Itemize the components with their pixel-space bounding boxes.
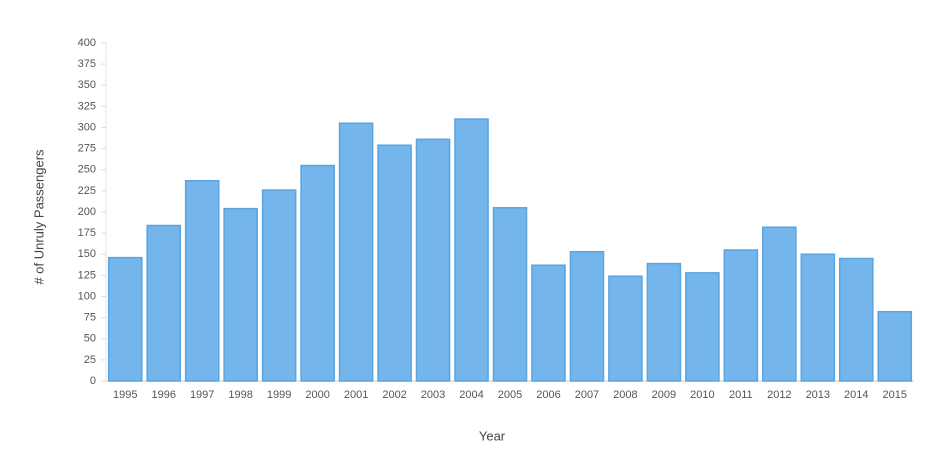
bar [261, 189, 297, 382]
bar [146, 224, 182, 382]
x-tick-label: 2000 [305, 389, 329, 401]
x-tick-label: 2014 [844, 389, 868, 401]
bar [608, 275, 643, 382]
bar [300, 164, 335, 382]
y-tick-label: 275 [78, 143, 96, 155]
x-tick-label: 1998 [228, 389, 252, 401]
x-tick-label: 2006 [536, 389, 560, 401]
bar [838, 257, 874, 382]
x-tick-label: 2002 [382, 389, 406, 401]
y-tick-label: 250 [78, 164, 96, 176]
y-tick-label: 225 [78, 185, 96, 197]
bar [723, 249, 759, 382]
x-axis-title: Year [479, 428, 506, 443]
bar [877, 310, 913, 382]
x-tick-label: 2012 [767, 389, 791, 401]
bar [377, 144, 412, 382]
x-tick-label: 2009 [652, 389, 676, 401]
bar [338, 122, 374, 382]
y-tick-label: 400 [78, 37, 96, 49]
bar [454, 118, 489, 382]
y-tick-label: 0 [90, 375, 96, 387]
x-tick-label: 2015 [883, 389, 907, 401]
x-tick-label: 1995 [113, 389, 137, 401]
y-tick-label: 175 [78, 227, 96, 239]
x-tick-label: 2005 [498, 389, 522, 401]
y-tick-label: 75 [84, 312, 96, 324]
bar [800, 253, 836, 382]
y-tick-label: 50 [84, 333, 96, 345]
bar [762, 226, 797, 382]
x-tick-label: 2004 [459, 389, 483, 401]
x-tick-label: 2001 [344, 389, 368, 401]
bar [184, 179, 220, 382]
y-tick-label: 375 [78, 58, 96, 70]
x-tick-label: 2008 [613, 389, 637, 401]
bar [223, 207, 258, 382]
y-tick-label: 150 [78, 248, 96, 260]
y-tick-label: 100 [78, 290, 96, 302]
y-tick-label: 200 [78, 206, 96, 218]
y-tick-label: 125 [78, 269, 96, 281]
y-tick-label: 300 [78, 121, 96, 133]
bar [531, 264, 566, 382]
bar [646, 262, 682, 382]
y-tick-label: 325 [78, 100, 96, 112]
bar [107, 256, 143, 382]
bar [685, 272, 720, 382]
y-tick-label: 350 [78, 79, 96, 91]
y-axis-title: # of Unruly Passengers [31, 149, 46, 285]
bar [569, 250, 605, 382]
x-tick-label: 2011 [729, 389, 753, 401]
x-tick-label: 2003 [421, 389, 445, 401]
x-tick-label: 1996 [151, 389, 175, 401]
y-tick-label: 25 [84, 354, 96, 366]
x-tick-label: 2010 [690, 389, 714, 401]
x-tick-label: 2007 [575, 389, 599, 401]
x-tick-label: 1997 [190, 389, 214, 401]
bar [492, 207, 528, 382]
bar [415, 138, 451, 382]
x-tick-label: 1999 [267, 389, 291, 401]
x-tick-label: 2013 [806, 389, 830, 401]
